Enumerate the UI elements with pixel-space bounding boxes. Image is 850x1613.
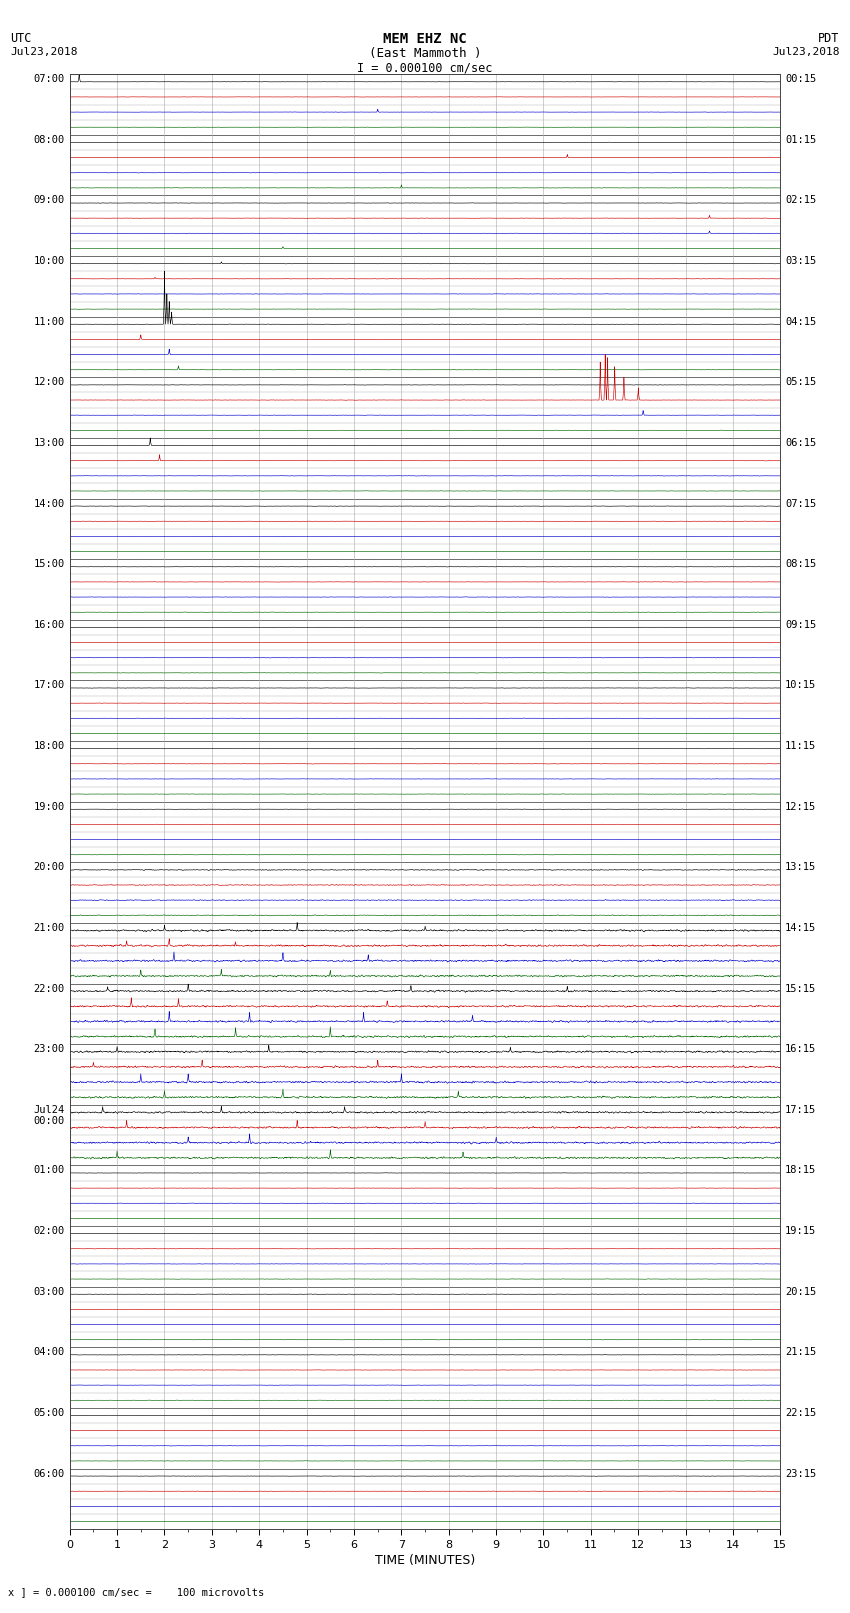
Text: Jul23,2018: Jul23,2018 <box>772 47 840 56</box>
Text: x ] = 0.000100 cm/sec =    100 microvolts: x ] = 0.000100 cm/sec = 100 microvolts <box>8 1587 264 1597</box>
Text: I = 0.000100 cm/sec: I = 0.000100 cm/sec <box>357 61 493 74</box>
Text: MEM EHZ NC: MEM EHZ NC <box>383 32 467 47</box>
Text: UTC: UTC <box>10 32 31 45</box>
Text: PDT: PDT <box>819 32 840 45</box>
Text: (East Mammoth ): (East Mammoth ) <box>369 47 481 60</box>
Text: Jul23,2018: Jul23,2018 <box>10 47 78 56</box>
X-axis label: TIME (MINUTES): TIME (MINUTES) <box>375 1553 475 1566</box>
